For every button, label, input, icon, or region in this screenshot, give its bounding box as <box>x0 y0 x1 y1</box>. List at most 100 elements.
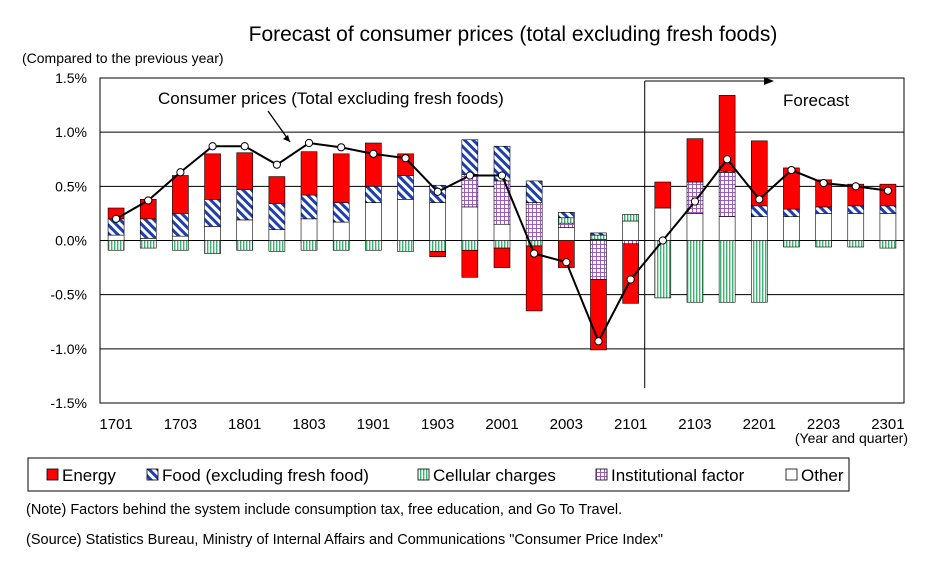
bar-segment-cellular-charges <box>204 240 221 254</box>
line-point <box>337 143 346 152</box>
legend-label-other: Other <box>801 466 844 485</box>
bar-segment-food-excluding-fresh-food <box>879 205 897 214</box>
x-tick-label: 2003 <box>550 416 583 433</box>
chart-title: Forecast of consumer prices (total exclu… <box>249 23 778 46</box>
bar-segment-other <box>429 202 446 241</box>
bar-segment-institutional-factor <box>622 240 639 245</box>
bar-segment-cellular-charges <box>397 240 414 252</box>
x-tick-label: 2203 <box>807 416 840 433</box>
bar-segment-institutional-factor <box>590 240 607 280</box>
bar-segment-other <box>847 213 865 241</box>
legend-label-cell: Cellular charges <box>433 466 556 485</box>
plot-frame <box>99 77 905 404</box>
bar-segment-energy <box>686 138 704 183</box>
line-point <box>272 160 281 169</box>
line-point <box>401 154 410 163</box>
line-point <box>304 138 314 148</box>
line-series-label: Consumer prices (Total excluding fresh f… <box>158 89 504 108</box>
bars <box>107 95 897 351</box>
y-tick-label: -1.0% <box>50 341 87 357</box>
y-tick-label: 1.0% <box>55 124 87 140</box>
x-tick-label: 2103 <box>678 416 711 433</box>
line-point <box>562 258 571 267</box>
bar-segment-institutional-factor <box>558 222 575 228</box>
bar-segment-cellular-charges <box>139 240 157 249</box>
y-axis-label: (Compared to the previous year) <box>22 50 224 66</box>
line-point <box>530 249 539 258</box>
x-axis-label: (Year and quarter) <box>795 430 908 446</box>
line-point <box>144 196 153 205</box>
bar-segment-other <box>332 221 350 241</box>
bar-segment-cellular-charges <box>590 234 607 240</box>
line-point <box>883 186 893 195</box>
bar-segment-food-excluding-fresh-food <box>558 212 575 219</box>
bar-segment-food-excluding-fresh-food <box>139 218 157 239</box>
legend-swatch-inst <box>595 468 608 481</box>
x-tick-label: 1903 <box>421 416 454 433</box>
bar-segment-cellular-charges <box>107 240 125 251</box>
bar-segment-food-excluding-fresh-food <box>783 208 800 217</box>
bar-segment-cellular-charges <box>332 240 350 251</box>
bar-segment-other <box>107 234 125 241</box>
y-tick-label: -0.5% <box>50 287 87 303</box>
bar-segment-cellular-charges <box>654 240 672 299</box>
bar-segment-other <box>300 218 318 241</box>
legend: Energy Food (excluding fresh food) Cellula… <box>46 466 844 485</box>
line-point <box>690 197 700 206</box>
bar-segment-food-excluding-fresh-food <box>525 180 543 203</box>
bar-segment-cellular-charges <box>686 240 704 303</box>
bar-segment-cellular-charges <box>847 240 865 248</box>
line-point <box>755 195 764 204</box>
bar-segment-other <box>139 238 157 241</box>
bar-segment-energy <box>204 153 221 200</box>
bar-segment-other <box>365 202 382 241</box>
bar-segment-other <box>622 220 639 241</box>
bar-segment-energy <box>493 247 511 268</box>
consumer-price-line <box>111 138 893 346</box>
bar-segment-food-excluding-fresh-food <box>268 203 286 230</box>
line-point <box>433 187 442 196</box>
bar-segment-cellular-charges <box>268 240 286 252</box>
x-tick-label: 2201 <box>743 416 776 433</box>
bar-segment-cellular-charges <box>236 240 254 251</box>
y-tick-labels: 1.5% 1.0% 0.5% 0.0% -0.5% -1.0% -1.5% <box>50 70 87 411</box>
bar-segment-other <box>558 227 575 241</box>
bar-segment-other <box>783 216 800 241</box>
line-point <box>658 236 667 245</box>
line-point <box>851 182 860 191</box>
legend-swatch-food <box>146 468 159 481</box>
bar-segment-food-excluding-fresh-food <box>365 186 382 203</box>
source-text: (Source) Statistics Bureau, Ministry of … <box>26 532 663 548</box>
bar-segment-cellular-charges <box>558 217 575 224</box>
y-tick-label: 1.5% <box>55 70 87 86</box>
x-tick-label: 1901 <box>357 416 390 433</box>
bar-segment-food-excluding-fresh-food <box>332 202 350 223</box>
bar-segment-energy <box>172 175 189 214</box>
x-tick-label: 2001 <box>485 416 518 433</box>
legend-label-inst: Institutional factor <box>611 466 745 485</box>
bar-segment-cellular-charges <box>365 240 382 251</box>
bar-segment-cellular-charges <box>815 240 832 248</box>
bar-segment-energy <box>750 140 768 207</box>
x-tick-labels: 1701 1703 1801 1803 1901 1903 2001 2003 2101 2103… <box>99 416 904 433</box>
bar-segment-institutional-factor <box>718 171 736 217</box>
line-point <box>497 171 507 180</box>
legend-swatch-other <box>785 468 798 481</box>
bar-segment-cellular-charges <box>172 240 189 251</box>
line-point <box>819 178 828 188</box>
bar-segment-cellular-charges <box>493 240 511 249</box>
forecast-arrowhead <box>764 77 774 85</box>
bar-segment-other <box>268 229 286 241</box>
bar-segment-food-excluding-fresh-food <box>397 175 414 200</box>
y-tick-label: 0.5% <box>55 178 87 194</box>
bar-segment-energy <box>525 245 543 312</box>
line-point <box>208 142 217 151</box>
bar-segment-institutional-factor <box>525 202 543 241</box>
bar-segment-energy <box>365 142 382 187</box>
bar-segment-other <box>236 219 254 241</box>
forecast-marker <box>644 77 774 388</box>
bar-segment-cellular-charges <box>300 240 318 251</box>
bar-segment-other <box>397 199 414 241</box>
bar-segment-other <box>879 213 897 241</box>
